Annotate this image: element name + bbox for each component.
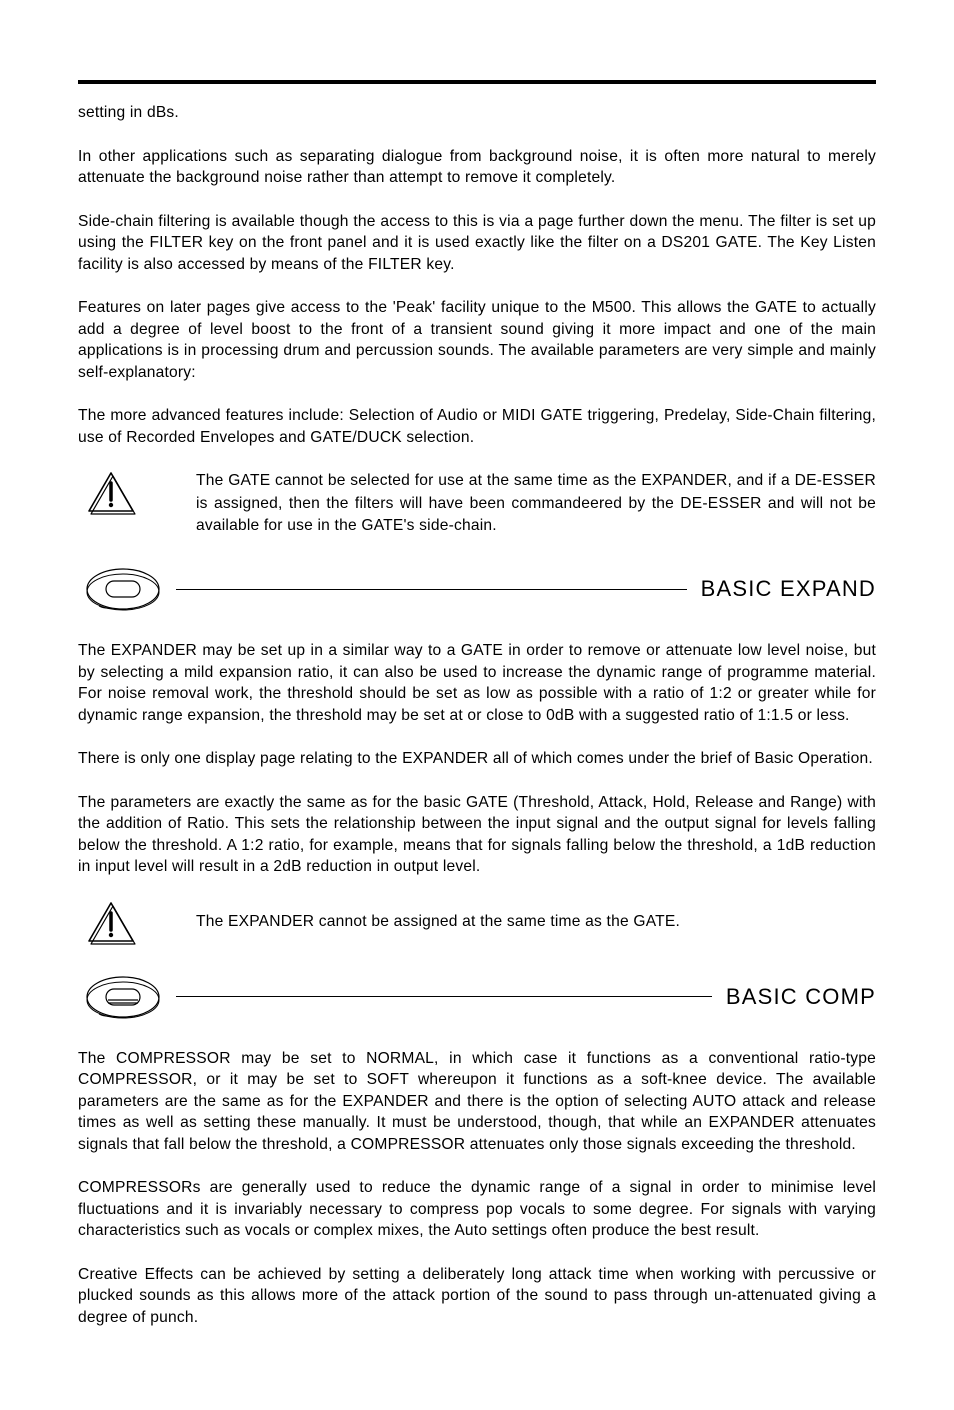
para-2: Side-chain filtering is available though… (78, 211, 876, 276)
mouse-icon (84, 974, 162, 1020)
comp-para-1: The COMPRESSOR may be set to NORMAL, in … (78, 1048, 876, 1156)
section-basic-expand: BASIC EXPAND (78, 566, 876, 612)
section-divider-line (176, 996, 712, 997)
section-basic-comp: BASIC COMP (78, 974, 876, 1020)
comp-para-3: Creative Effects can be achieved by sett… (78, 1264, 876, 1329)
para-1: In other applications such as separating… (78, 146, 876, 189)
expand-para-3: The parameters are exactly the same as f… (78, 792, 876, 878)
note-expander-gate: The EXPANDER cannot be assigned at the s… (78, 900, 876, 946)
expand-para-2: There is only one display page relating … (78, 748, 876, 770)
comp-para-2: COMPRESSORs are generally used to reduce… (78, 1177, 876, 1242)
section-title-expand: BASIC EXPAND (701, 576, 876, 602)
warning-icon (84, 900, 136, 946)
section-title-comp: BASIC COMP (726, 984, 876, 1010)
para-4: The more advanced features include: Sele… (78, 405, 876, 448)
note-text-1: The GATE cannot be selected for use at t… (196, 470, 876, 538)
mouse-icon (84, 566, 162, 612)
top-rule (78, 80, 876, 84)
expand-para-1: The EXPANDER may be set up in a similar … (78, 640, 876, 726)
para-3: Features on later pages give access to t… (78, 297, 876, 383)
section-divider-line (176, 589, 687, 590)
note-gate-expander: The GATE cannot be selected for use at t… (78, 470, 876, 538)
warning-icon (84, 470, 136, 516)
note-text-2: The EXPANDER cannot be assigned at the s… (196, 911, 876, 934)
intro-fragment: setting in dBs. (78, 102, 876, 124)
